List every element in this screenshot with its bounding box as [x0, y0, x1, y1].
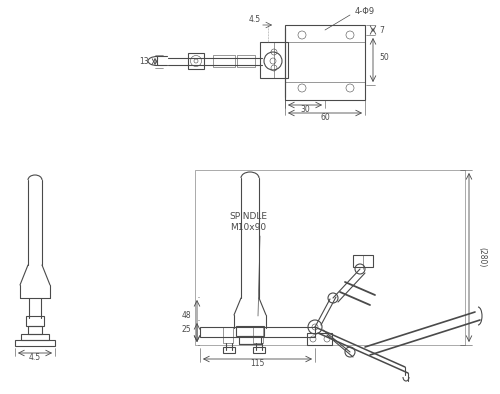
- Bar: [260, 42, 288, 78]
- Bar: [307, 333, 332, 345]
- Text: 4.5: 4.5: [29, 353, 41, 362]
- Bar: [353, 255, 373, 267]
- Bar: [253, 327, 263, 343]
- Bar: [285, 25, 365, 100]
- Text: 115: 115: [250, 359, 264, 368]
- Text: SPINDLE
M10x90: SPINDLE M10x90: [229, 212, 267, 232]
- Text: 7: 7: [379, 26, 384, 35]
- Bar: [188, 53, 204, 69]
- Text: 4-Φ9: 4-Φ9: [355, 6, 375, 15]
- Bar: [213, 55, 235, 67]
- Bar: [200, 327, 315, 337]
- Bar: [223, 347, 235, 353]
- Bar: [253, 347, 265, 353]
- Bar: [236, 326, 264, 336]
- Bar: [239, 336, 261, 344]
- Bar: [21, 334, 49, 340]
- Bar: [26, 316, 44, 326]
- Bar: [195, 170, 465, 345]
- Text: (280): (280): [477, 247, 486, 267]
- Text: 4.5: 4.5: [249, 15, 261, 24]
- Text: 48: 48: [182, 312, 191, 320]
- Text: 60: 60: [320, 113, 330, 121]
- Bar: [15, 340, 55, 346]
- Text: 13: 13: [140, 56, 149, 65]
- Text: 50: 50: [379, 52, 389, 61]
- Text: 30: 30: [300, 104, 310, 113]
- Bar: [223, 327, 233, 343]
- Bar: [28, 326, 42, 334]
- Text: 25: 25: [182, 325, 191, 335]
- Bar: [237, 55, 255, 67]
